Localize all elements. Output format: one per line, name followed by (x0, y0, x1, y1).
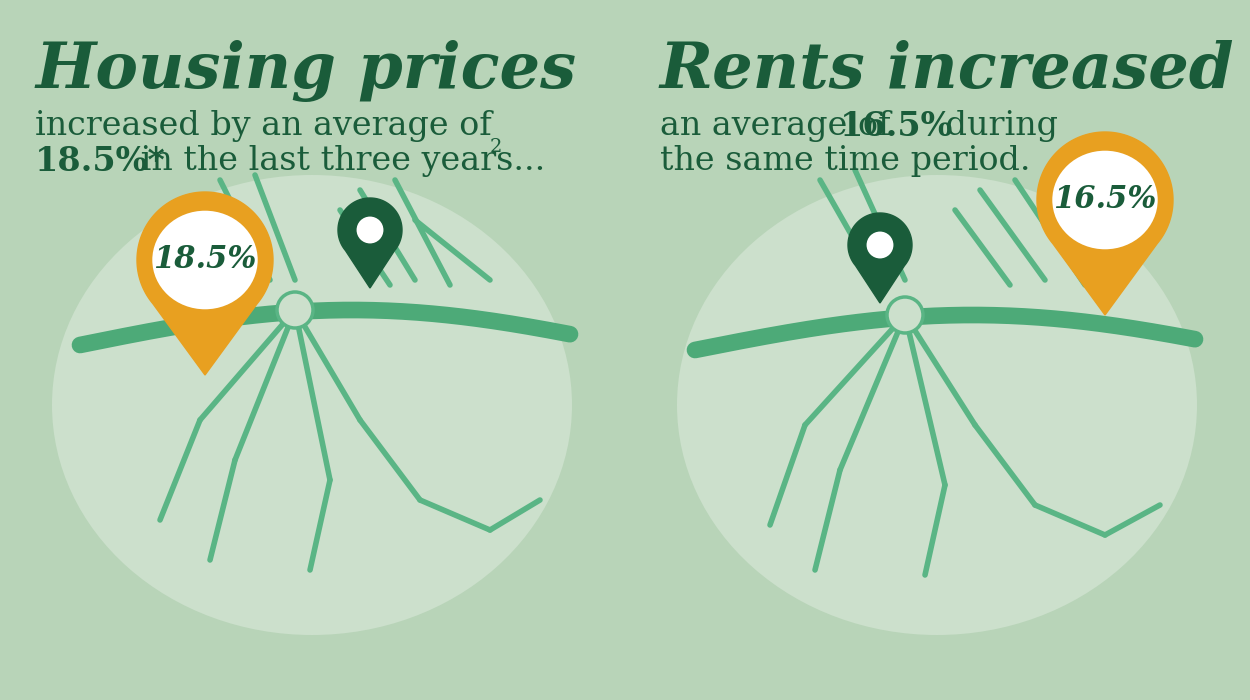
Text: 2: 2 (490, 138, 502, 156)
Text: Rents increased: Rents increased (660, 40, 1235, 102)
Text: increased by an average of: increased by an average of (35, 110, 491, 142)
Text: the same time period.: the same time period. (660, 145, 1030, 177)
Text: Housing prices: Housing prices (35, 40, 576, 102)
Text: 18.5%*: 18.5%* (35, 145, 166, 178)
Circle shape (888, 297, 922, 333)
Circle shape (356, 216, 384, 244)
Ellipse shape (678, 175, 1198, 635)
Text: 16.5%: 16.5% (840, 110, 954, 143)
Polygon shape (138, 192, 272, 375)
Text: an average of: an average of (660, 110, 901, 142)
Text: 18.5%: 18.5% (154, 244, 256, 276)
Text: during: during (935, 110, 1058, 142)
Ellipse shape (1052, 150, 1158, 249)
Ellipse shape (52, 175, 572, 635)
Circle shape (278, 292, 312, 328)
Polygon shape (1038, 132, 1172, 315)
Text: 16.5%: 16.5% (1054, 185, 1156, 216)
Circle shape (866, 232, 894, 258)
Polygon shape (848, 213, 912, 303)
Polygon shape (338, 198, 402, 288)
Text: in the last three years...: in the last three years... (130, 145, 545, 177)
Ellipse shape (152, 211, 258, 309)
